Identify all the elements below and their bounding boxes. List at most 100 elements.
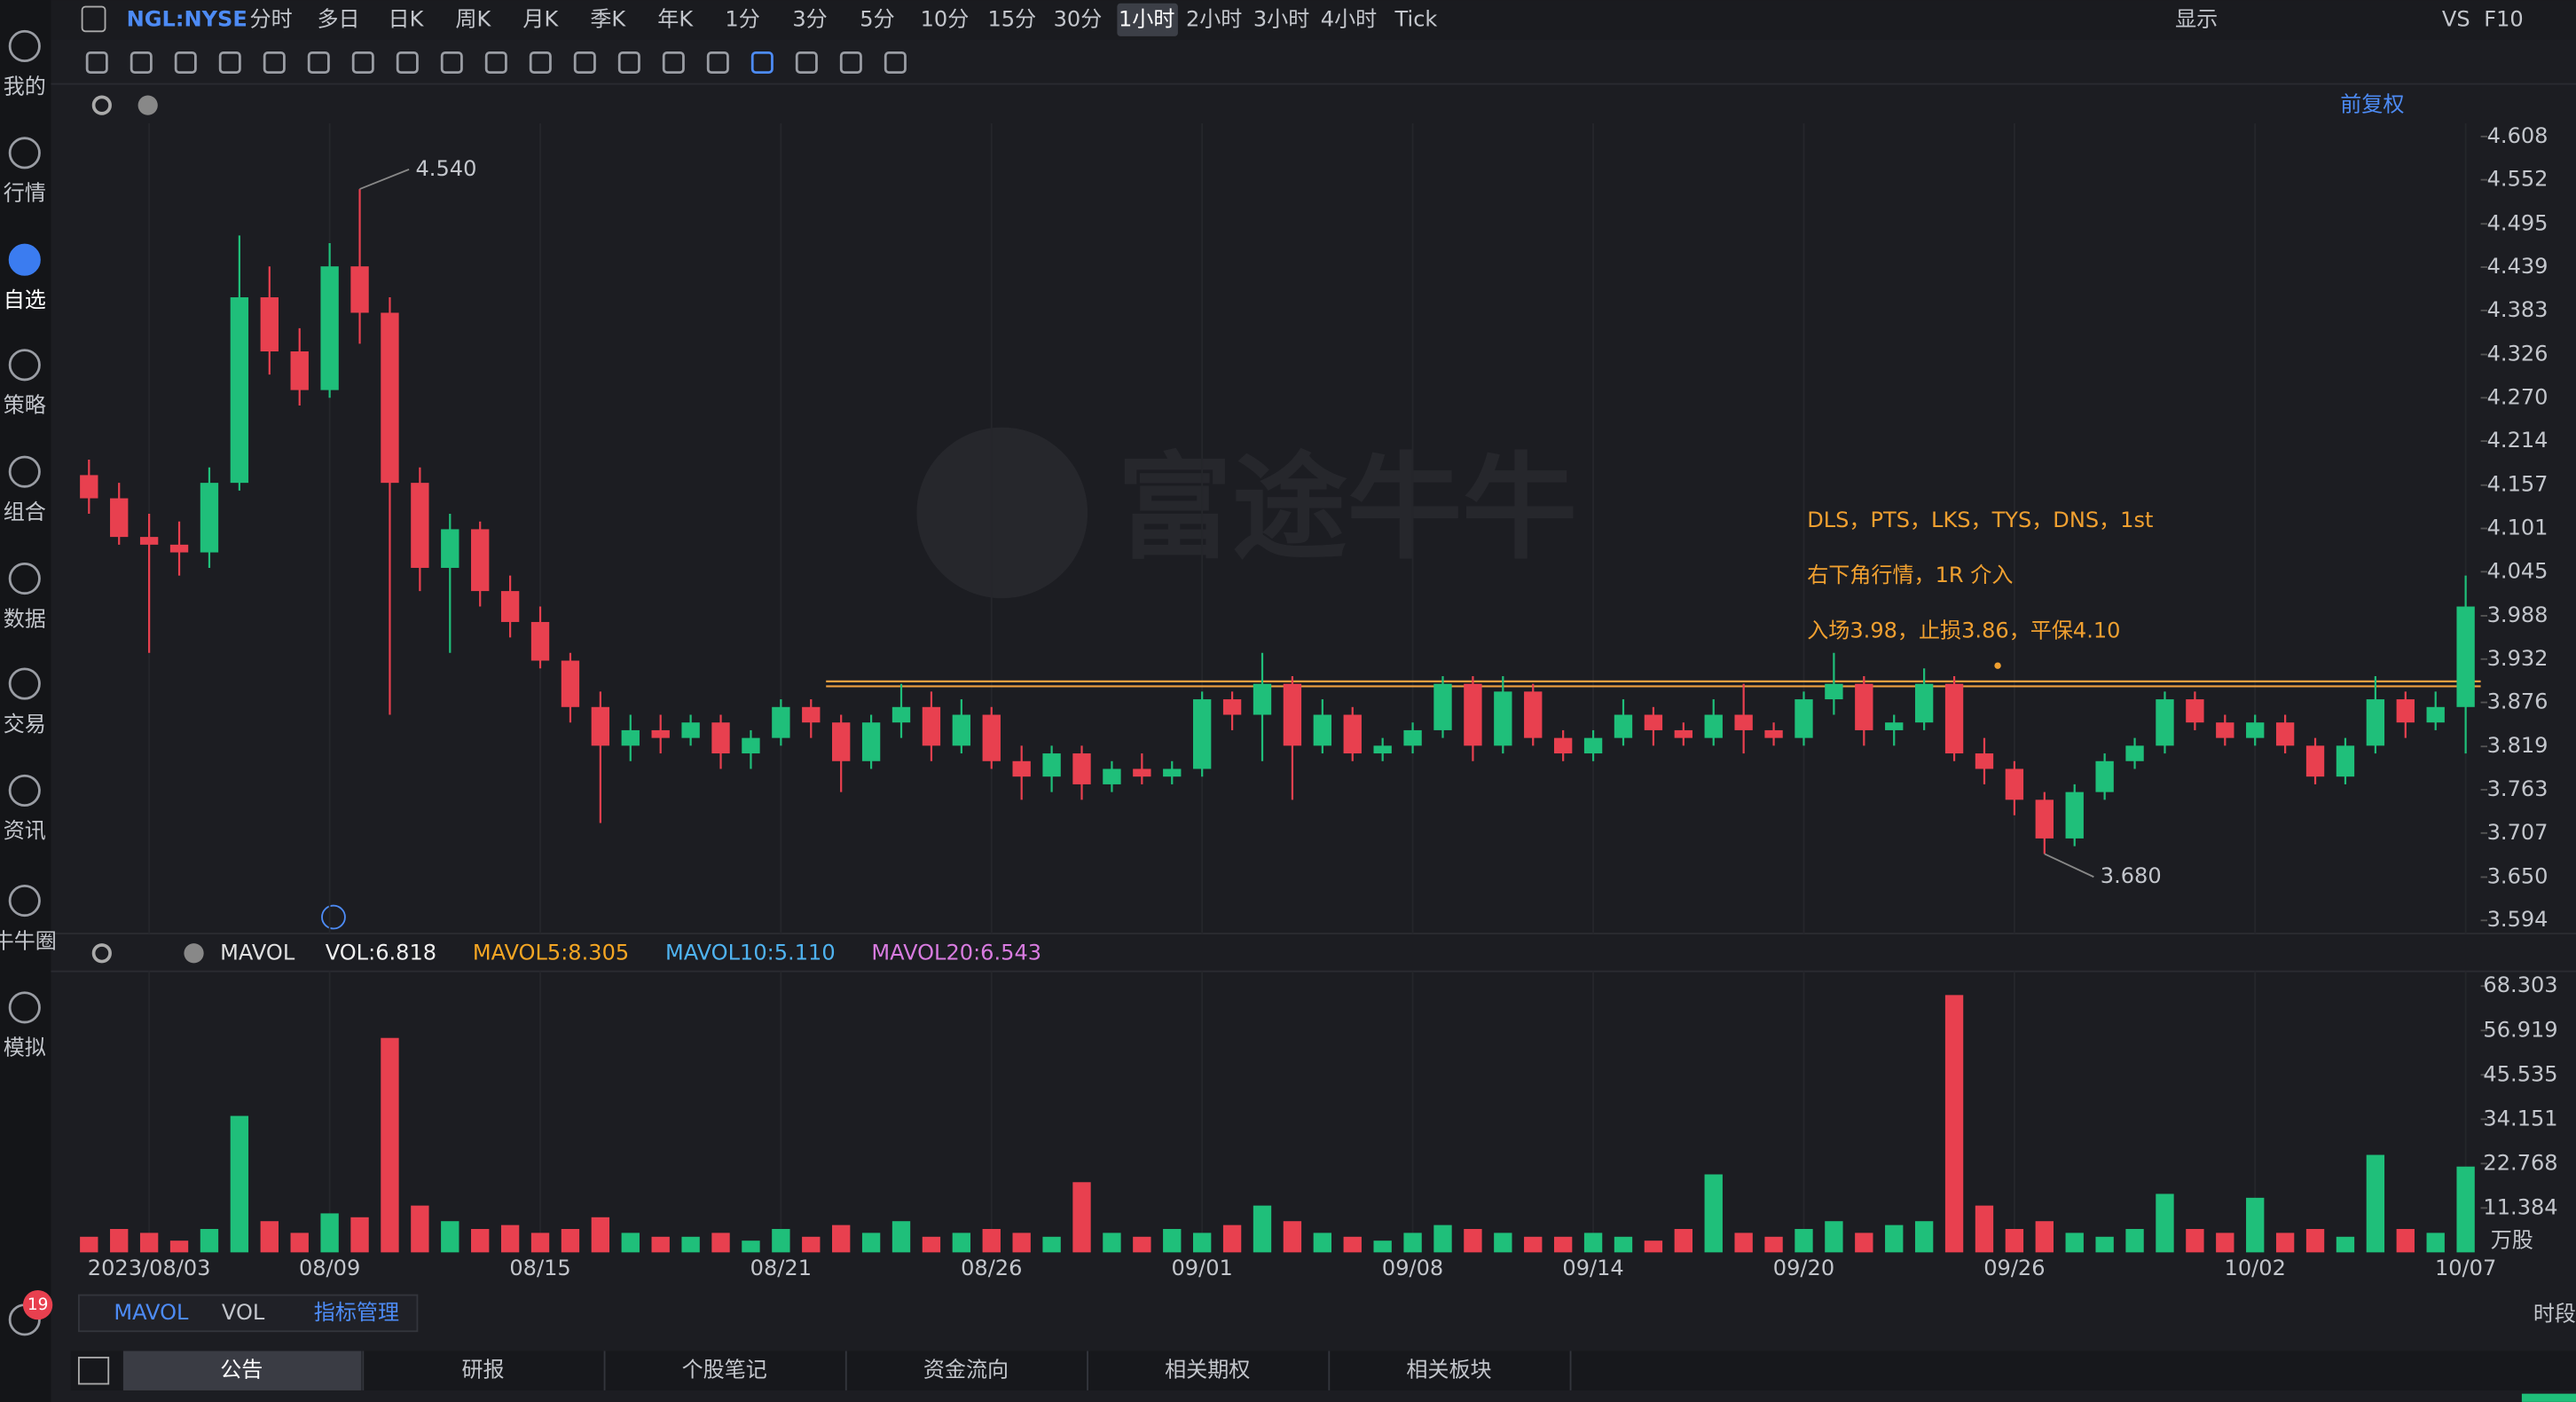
volume-bar — [772, 1228, 790, 1253]
price-adjust[interactable]: 前复权 — [2340, 92, 2404, 117]
y-tick-label: 4.552 — [2487, 167, 2549, 192]
period-tab[interactable]: 5分 — [860, 6, 894, 31]
volume-bar — [591, 1217, 610, 1253]
period-tab[interactable]: 2小时 — [1186, 6, 1242, 31]
nav-label[interactable]: 资讯 — [4, 818, 46, 843]
volume-bar — [80, 1236, 98, 1253]
nav-label[interactable]: 模拟 — [4, 1036, 46, 1060]
nav-icon[interactable] — [8, 455, 41, 488]
nav-label[interactable]: 牛牛圈 — [0, 928, 57, 953]
tool-icon[interactable] — [396, 51, 419, 74]
session[interactable]: 时段 — [2533, 1302, 2576, 1327]
volume-title[interactable]: MAVOL — [220, 940, 295, 965]
indicator-tab[interactable]: VOL — [222, 1300, 265, 1325]
tool-icon[interactable] — [529, 51, 552, 74]
bottom-tab[interactable]: 相关板块 — [1406, 1358, 1491, 1382]
volume-bar — [1734, 1233, 1753, 1253]
nav-label[interactable]: 交易 — [4, 712, 46, 736]
settings-icon[interactable] — [91, 943, 112, 964]
candle-body — [2336, 745, 2355, 777]
tool-icon[interactable] — [307, 51, 330, 74]
period-tab[interactable]: 30分 — [1054, 6, 1103, 31]
period-tab[interactable]: 4小时 — [1321, 6, 1377, 31]
nav-icon[interactable] — [8, 774, 41, 807]
volume-bar — [1524, 1236, 1543, 1253]
nav-label[interactable]: 数据 — [4, 606, 46, 631]
bottom-tab[interactable]: 研报 — [461, 1358, 504, 1382]
up-icon[interactable] — [137, 95, 158, 115]
tool-icon[interactable] — [85, 51, 108, 74]
nav-icon[interactable] — [8, 562, 41, 595]
event-marker[interactable] — [321, 904, 346, 930]
tool-icon[interactable] — [174, 51, 197, 74]
nav-icon[interactable] — [8, 349, 41, 382]
nav-label[interactable]: 组合 — [4, 500, 46, 524]
period-tab[interactable]: 1分 — [725, 6, 759, 31]
period-tab[interactable]: 季K — [590, 6, 626, 31]
tool-icon[interactable] — [795, 51, 818, 74]
tool-icon[interactable] — [706, 51, 729, 74]
tool-icon[interactable] — [573, 51, 596, 74]
period-tab[interactable]: 15分 — [988, 6, 1037, 31]
candle-body — [230, 297, 249, 484]
tool-icon[interactable] — [351, 51, 374, 74]
candle-body — [1133, 768, 1151, 777]
toolbar-button[interactable]: 显示 — [2175, 6, 2218, 31]
nav-icon[interactable] — [8, 667, 41, 700]
indicator-tab[interactable]: MAVOL — [114, 1300, 189, 1325]
y-tick-label: 56.919 — [2483, 1017, 2557, 1042]
panel-toggle[interactable] — [77, 1356, 110, 1385]
period-tab[interactable]: 周K — [455, 6, 491, 31]
candle-body — [1012, 760, 1031, 777]
candle-body — [772, 706, 790, 738]
period-tab[interactable]: 年K — [657, 6, 694, 31]
indicator-tab[interactable]: 指标管理 — [314, 1300, 399, 1325]
candle-body — [1464, 683, 1482, 746]
close-icon[interactable] — [184, 943, 204, 964]
volume-bar — [1343, 1236, 1362, 1253]
nav-label[interactable]: 我的 — [4, 74, 46, 98]
symbol[interactable]: NGL:NYSE — [127, 6, 247, 31]
candle-body — [2095, 760, 2114, 792]
period-tab[interactable]: Tick — [1394, 6, 1438, 31]
bottom-tab[interactable]: 个股笔记 — [682, 1358, 767, 1382]
tool-icon[interactable] — [884, 51, 907, 74]
toolbar-button[interactable]: VS — [2442, 6, 2470, 31]
period-tab[interactable]: 月K — [522, 6, 559, 31]
nav-icon[interactable] — [8, 991, 41, 1024]
nav-icon[interactable] — [8, 137, 41, 169]
tool-icon[interactable] — [617, 51, 640, 74]
tool-icon[interactable] — [218, 51, 241, 74]
tool-icon[interactable] — [484, 51, 507, 74]
period-tab[interactable]: 3分 — [792, 6, 827, 31]
period-tab[interactable]: 3小时 — [1253, 6, 1309, 31]
tool-icon[interactable] — [839, 51, 862, 74]
toolbar-button[interactable]: F10 — [2484, 6, 2523, 31]
nav-icon[interactable] — [8, 884, 41, 918]
volume-bar — [1944, 995, 1964, 1253]
nav-label[interactable]: 行情 — [4, 181, 46, 206]
bottom-tab[interactable]: 公告 — [220, 1358, 263, 1382]
tool-icon[interactable] — [263, 51, 286, 74]
period-tab[interactable]: 1小时 — [1119, 6, 1174, 31]
tool-icon[interactable] — [440, 51, 463, 74]
bottom-tab[interactable]: 相关期权 — [1165, 1358, 1250, 1382]
tool-icon[interactable] — [750, 51, 774, 74]
nav-label[interactable]: 自选 — [4, 287, 46, 312]
tool-icon[interactable] — [662, 51, 685, 74]
tool-icon[interactable] — [130, 51, 153, 74]
settings-icon[interactable] — [91, 95, 112, 115]
nav-icon[interactable] — [8, 29, 41, 63]
candle-body — [1343, 714, 1362, 754]
panel-icon[interactable] — [81, 5, 106, 33]
volume-unit: 万股 — [2491, 1227, 2533, 1252]
nav-icon[interactable] — [8, 243, 41, 276]
period-tab[interactable]: 10分 — [921, 6, 970, 31]
period-tab[interactable]: 分时 — [250, 6, 293, 31]
bottom-tab[interactable]: 资金流向 — [923, 1358, 1009, 1382]
period-tab[interactable]: 日K — [389, 6, 425, 31]
period-tab[interactable]: 多日 — [317, 6, 359, 31]
nav-label[interactable]: 策略 — [4, 393, 46, 418]
volume-bar — [2005, 1228, 2024, 1253]
volume-bar — [1464, 1228, 1482, 1253]
